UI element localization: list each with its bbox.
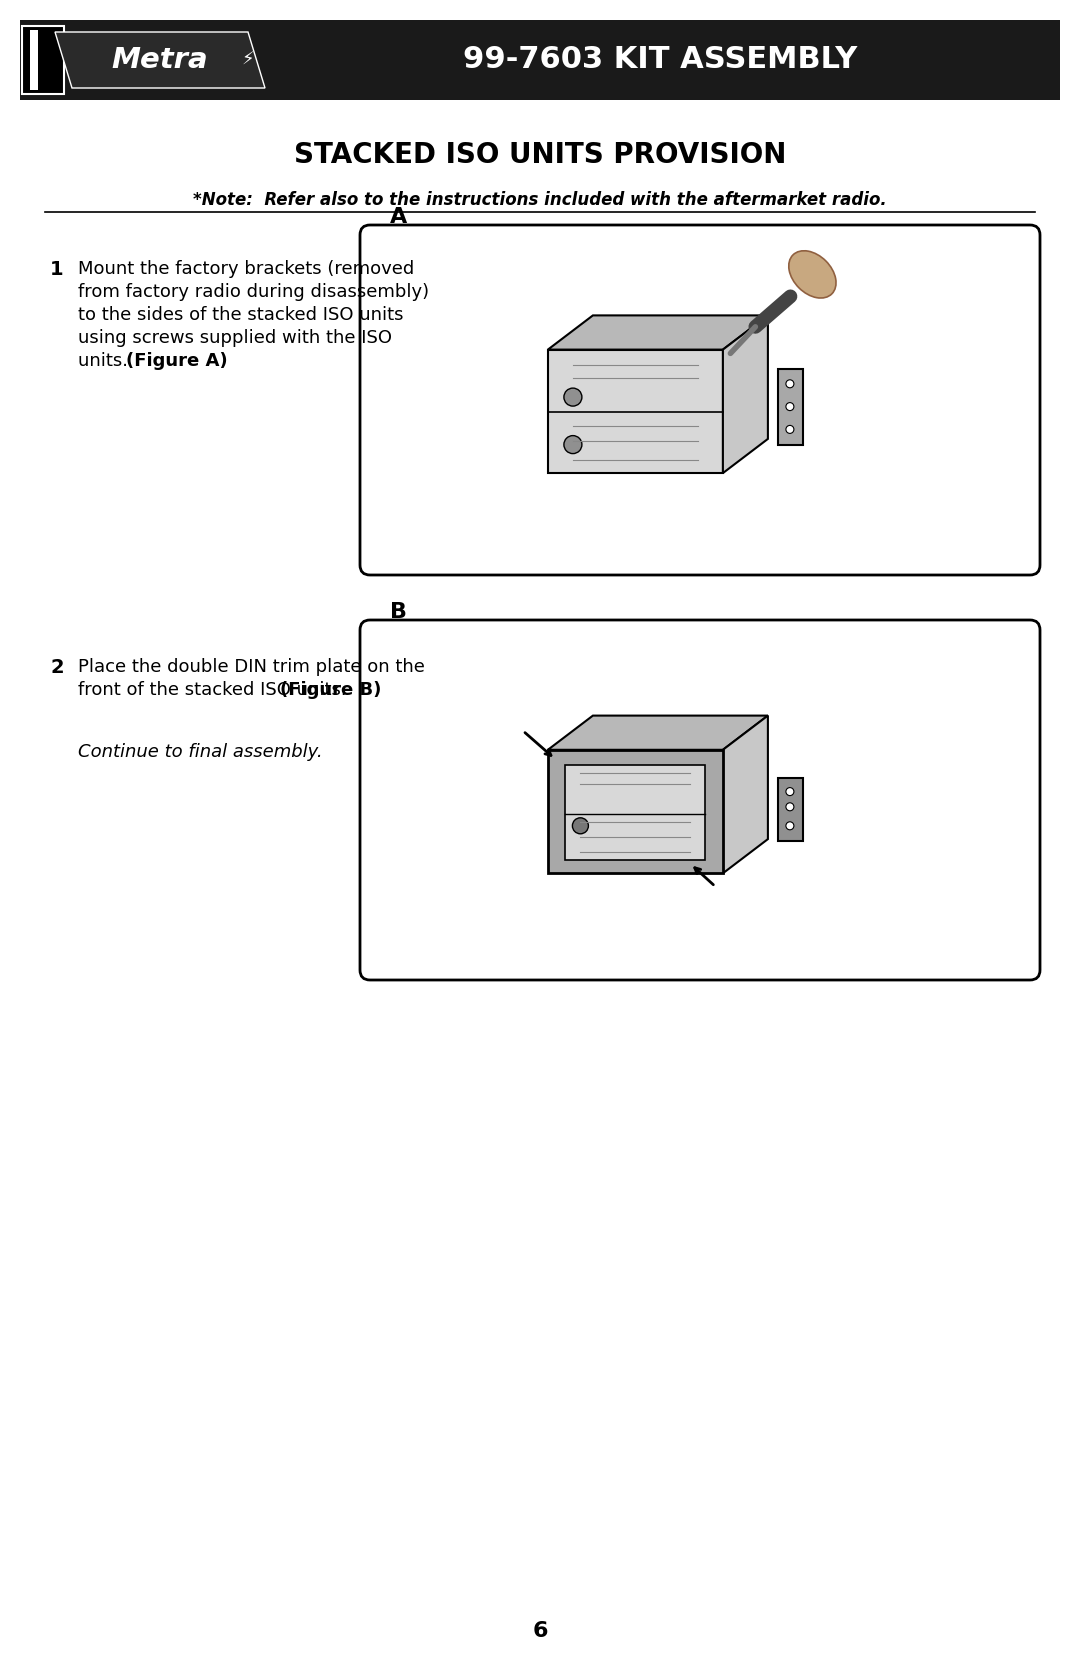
FancyBboxPatch shape [360, 619, 1040, 980]
Text: 99-7603 KIT ASSEMBLY: 99-7603 KIT ASSEMBLY [463, 45, 858, 75]
Text: A: A [390, 207, 407, 227]
Bar [566, 764, 705, 860]
Bar [548, 349, 723, 472]
Circle shape [786, 402, 794, 411]
Text: Metra: Metra [111, 47, 208, 73]
Text: (Figure B): (Figure B) [280, 681, 381, 699]
Text: (Figure A): (Figure A) [126, 352, 228, 371]
Text: using screws supplied with the ISO: using screws supplied with the ISO [78, 329, 392, 347]
Text: 6: 6 [532, 1621, 548, 1641]
Polygon shape [723, 716, 768, 873]
Text: B: B [390, 603, 407, 623]
Text: from factory radio during disassembly): from factory radio during disassembly) [78, 284, 429, 300]
Bar [22, 27, 64, 93]
Text: Place the double DIN trim plate on the: Place the double DIN trim plate on the [78, 658, 424, 676]
Circle shape [786, 426, 794, 434]
Text: Mount the factory brackets (removed: Mount the factory brackets (removed [78, 260, 415, 279]
Ellipse shape [788, 250, 836, 299]
Circle shape [786, 821, 794, 829]
Text: 2: 2 [50, 658, 64, 678]
Text: to the sides of the stacked ISO units: to the sides of the stacked ISO units [78, 305, 404, 324]
Circle shape [564, 389, 582, 406]
Polygon shape [778, 369, 802, 444]
Polygon shape [548, 716, 768, 749]
Bar [30, 30, 38, 90]
Text: 1: 1 [50, 260, 64, 279]
Circle shape [786, 788, 794, 796]
Polygon shape [55, 32, 265, 88]
Text: ⚡: ⚡ [242, 52, 254, 68]
Text: *Note:  Refer also to the instructions included with the aftermarket radio.: *Note: Refer also to the instructions in… [193, 190, 887, 209]
Text: STACKED ISO UNITS PROVISION: STACKED ISO UNITS PROVISION [294, 140, 786, 169]
Text: units.: units. [78, 352, 134, 371]
Polygon shape [723, 315, 768, 472]
Polygon shape [548, 315, 768, 349]
Text: front of the stacked ISO units.: front of the stacked ISO units. [78, 681, 352, 699]
FancyBboxPatch shape [360, 225, 1040, 576]
Circle shape [786, 381, 794, 387]
Polygon shape [778, 778, 802, 841]
Bar [548, 749, 723, 873]
Circle shape [564, 436, 582, 454]
Text: Continue to final assembly.: Continue to final assembly. [78, 743, 323, 761]
Bar [21, 20, 1059, 100]
Circle shape [572, 818, 589, 834]
Circle shape [786, 803, 794, 811]
